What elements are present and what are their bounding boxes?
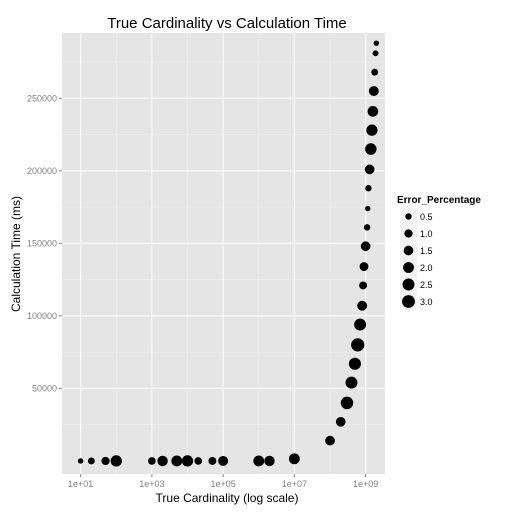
data-point (368, 86, 379, 96)
legend-key-symbol (405, 213, 412, 220)
legend-key-symbol (402, 295, 415, 308)
data-point (351, 338, 365, 352)
legend-key-symbol (402, 278, 415, 291)
x-axis-label: True Cardinality (log scale) (156, 491, 299, 505)
data-point (157, 455, 168, 467)
data-point (367, 106, 379, 117)
legend-title: Error_Percentage (397, 195, 481, 206)
chart-title: True Cardinality vs Calculation Time (107, 15, 347, 32)
data-point (372, 50, 379, 57)
y-tick-label: 250000 (27, 93, 57, 103)
x-tick-label: 1e+07 (282, 479, 307, 489)
data-point (363, 224, 371, 231)
legend-key-symbol (403, 262, 414, 273)
legend-label: 0.5 (420, 212, 433, 222)
data-point (365, 143, 377, 155)
data-point (340, 396, 354, 410)
data-point (364, 164, 375, 175)
data-point (365, 185, 372, 192)
axes: 1e+01 1e+03 1e+05 1e+07 1e+09 50000 100000 1500… (27, 93, 378, 489)
data-point (335, 416, 346, 427)
data-point (148, 457, 156, 465)
data-point (357, 300, 368, 311)
data-point (366, 124, 378, 136)
data-point (101, 456, 110, 466)
data-point (288, 453, 300, 465)
x-tick-label: 1e+03 (139, 479, 164, 489)
data-point (77, 458, 84, 464)
x-tick-label: 1e+09 (353, 479, 378, 489)
y-tick-label: 200000 (27, 166, 57, 176)
legend-label: 2.0 (420, 263, 433, 273)
data-point (359, 262, 369, 271)
data-point (359, 281, 368, 290)
data-point (110, 455, 122, 467)
legend-label: 1.0 (420, 229, 433, 239)
legend-items: 0.5 1.0 1.5 2.0 2.5 3.0 (400, 208, 433, 310)
data-point (264, 455, 275, 467)
data-point (365, 205, 371, 212)
legend-label: 3.0 (420, 297, 433, 307)
data-point (171, 455, 183, 467)
data-point (348, 357, 361, 370)
legend-key-symbol (404, 229, 413, 238)
legend-label: 2.5 (420, 280, 433, 290)
data-point (87, 457, 95, 465)
data-point (325, 435, 335, 446)
y-tick-label: 150000 (27, 238, 57, 248)
data-point (345, 376, 358, 389)
data-point (373, 40, 380, 46)
data-point (208, 456, 217, 465)
data-point (218, 455, 229, 466)
y-tick-label: 100000 (27, 311, 57, 321)
y-tick-label: 50000 (32, 383, 57, 393)
data-point (354, 318, 367, 331)
legend: Error_Percentage 0.5 1.0 1.5 2.0 2.5 3.0 (397, 195, 481, 310)
legend-label: 1.5 (420, 246, 433, 256)
data-point (253, 455, 265, 467)
data-point (181, 455, 194, 467)
y-axis-label: Calculation Time (ms) (9, 196, 23, 312)
grid (62, 33, 385, 474)
data-point (194, 457, 203, 465)
data-points (77, 40, 380, 467)
x-tick-label: 1e+05 (210, 479, 235, 489)
x-tick-label: 1e+01 (68, 479, 93, 489)
data-point (371, 68, 379, 76)
legend-key-symbol (403, 245, 414, 256)
data-point (360, 241, 371, 252)
